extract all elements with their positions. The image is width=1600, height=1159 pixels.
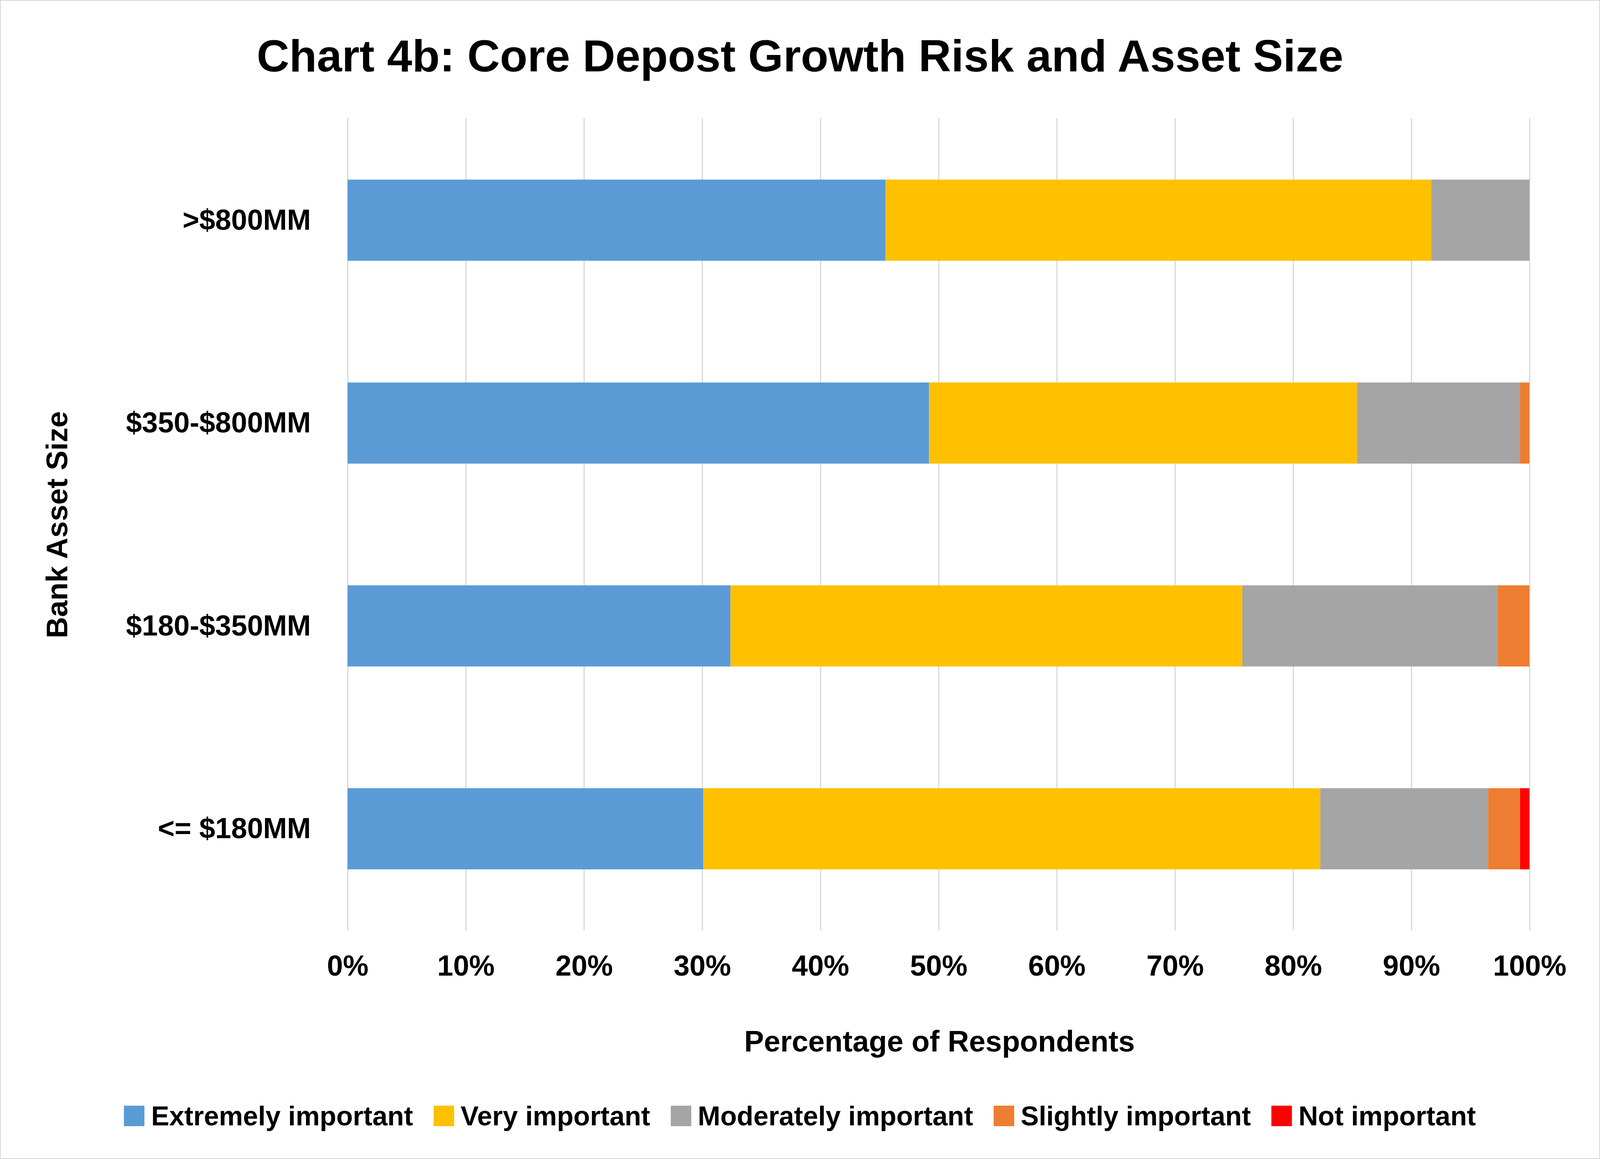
html-text:Moderately important: Moderately important [697,1100,974,1132]
svg-text:40%: 40% [791,949,850,982]
svg-text:0%: 0% [326,949,369,982]
html-text:Extremely important: Extremely important [151,1100,414,1132]
html-text:Bank Asset Size: Bank Asset Size [40,411,74,639]
svg-text:100%: 100% [1492,949,1567,982]
svg-text:10%: 10% [437,949,495,982]
svg-text:60%: 60% [1028,949,1086,982]
html-text:Chart 4b: Core Depost Growth R: Chart 4b: Core Depost Growth Risk and As… [256,30,1344,81]
svg-text:$350-$800MM: $350-$800MM [125,406,311,439]
html-text:Slightly important: Slightly important [1020,1100,1251,1132]
svg-text:90%: 90% [1382,949,1441,982]
svg-text:50%: 50% [909,949,968,982]
html-text:Not important: Not important [1298,1100,1476,1132]
html-text:Very important: Very important [460,1100,651,1132]
svg-text:$180-$350MM: $180-$350MM [125,609,311,642]
html-text:Percentage of Respondents: Percentage of Respondents [744,1024,1135,1058]
svg-text:<= $180MM: <= $180MM [157,812,311,845]
svg-text:80%: 80% [1264,949,1322,982]
svg-text:30%: 30% [673,949,732,982]
svg-text:20%: 20% [555,949,613,982]
svg-text:70%: 70% [1146,949,1204,982]
svg-text:>$800MM: >$800MM [182,203,311,236]
